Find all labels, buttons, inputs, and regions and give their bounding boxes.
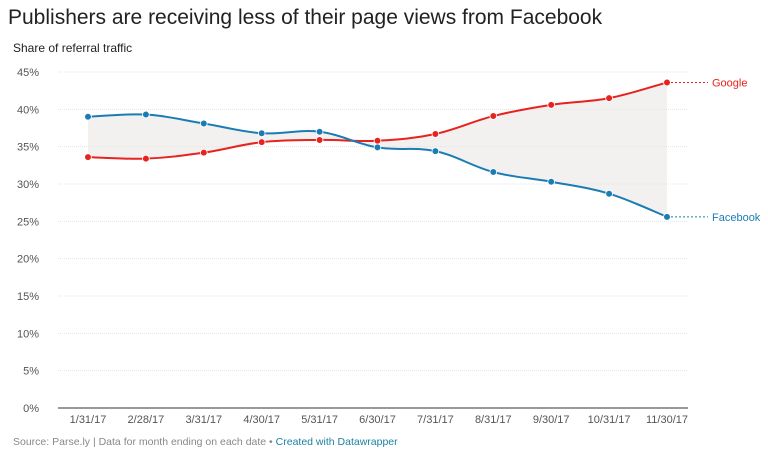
- series-label-facebook: Facebook: [712, 212, 761, 224]
- y-tick-label: 20%: [17, 254, 39, 266]
- y-tick-label: 45%: [17, 67, 39, 79]
- source-label: Source: Parse.ly | Data for month ending…: [13, 436, 267, 448]
- data-point-google: [84, 153, 92, 161]
- data-point-facebook: [84, 113, 92, 121]
- x-tick-label: 5/31/17: [301, 414, 338, 426]
- chart-title: Publishers are receiving less of their p…: [8, 6, 603, 29]
- x-tick-label: 1/31/17: [70, 414, 107, 426]
- x-tick-label: 4/30/17: [243, 414, 280, 426]
- y-tick-label: 15%: [17, 291, 39, 303]
- data-point-facebook: [373, 143, 382, 152]
- data-point-google: [547, 101, 555, 109]
- x-tick-label: 8/31/17: [475, 414, 512, 426]
- x-tick-label: 11/30/17: [646, 414, 688, 426]
- chart-subtitle: Share of referral traffic: [13, 41, 133, 55]
- data-point-google: [663, 78, 671, 87]
- data-point-facebook: [431, 147, 440, 155]
- data-point-facebook: [605, 189, 613, 198]
- data-point-facebook: [663, 213, 671, 221]
- y-tick-label: 5%: [23, 366, 39, 378]
- data-point-google: [257, 138, 266, 146]
- data-point-facebook: [315, 127, 324, 136]
- gap-area-fill: [88, 82, 667, 217]
- x-tick-label: 6/30/17: [359, 414, 396, 426]
- series-points: [84, 78, 671, 221]
- data-point-facebook: [200, 119, 208, 128]
- data-point-google: [315, 136, 324, 144]
- series-label-google: Google: [712, 77, 747, 89]
- datawrapper-credit-link[interactable]: Created with Datawrapper: [275, 436, 398, 448]
- x-tick-label: 10/31/17: [588, 414, 631, 426]
- source-separator: •: [266, 436, 276, 448]
- y-tick-label: 0%: [23, 403, 39, 415]
- y-tick-label: 35%: [17, 142, 39, 154]
- data-point-google: [142, 154, 150, 163]
- x-tick-label: 3/31/17: [185, 414, 222, 426]
- data-point-facebook: [547, 177, 555, 186]
- x-tick-label: 9/30/17: [533, 414, 570, 426]
- data-point-google: [373, 136, 382, 145]
- data-point-google: [200, 148, 208, 157]
- x-axis-tick-labels: 1/31/17 2/28/17 3/31/17 4/30/17 5/31/17 6/30/…: [70, 414, 688, 426]
- data-point-facebook: [142, 110, 150, 119]
- y-tick-label: 25%: [17, 216, 39, 228]
- y-tick-label: 40%: [17, 104, 39, 116]
- data-point-google: [431, 130, 440, 138]
- source-note: Source: Parse.ly | Data for month ending…: [13, 436, 398, 448]
- x-tick-label: 7/31/17: [417, 414, 454, 426]
- y-tick-label: 30%: [17, 179, 39, 191]
- data-point-google: [605, 94, 613, 102]
- data-point-facebook: [257, 129, 266, 138]
- y-tick-label: 10%: [17, 328, 39, 340]
- series-labels: Google Facebook: [671, 77, 761, 224]
- data-point-facebook: [489, 168, 498, 176]
- y-axis-tick-labels: 0% 5% 10% 15% 20% 25% 30% 35% 40% 45%: [17, 67, 39, 415]
- x-tick-label: 2/28/17: [128, 414, 165, 426]
- data-point-google: [489, 112, 498, 120]
- gap-area: [88, 82, 667, 217]
